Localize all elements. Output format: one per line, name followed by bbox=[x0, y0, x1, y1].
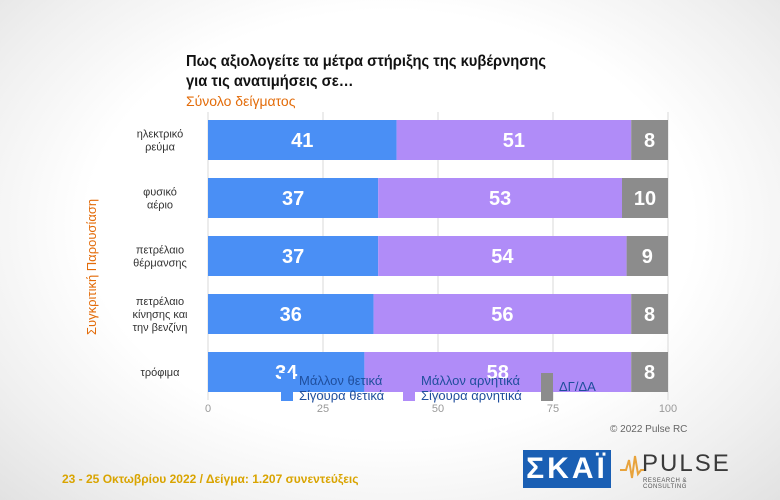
x-tick-label-25: 25 bbox=[317, 403, 329, 415]
category-label-4-line-0: τρόφιμα bbox=[141, 367, 181, 379]
category-label-1-line-1: αέριο bbox=[147, 200, 173, 212]
data-label-0-series-0: 41 bbox=[291, 130, 313, 152]
data-label-0-series-1: 51 bbox=[503, 130, 525, 152]
pulse-wave-icon bbox=[620, 455, 644, 479]
data-label-3-series-2: 8 bbox=[644, 304, 655, 326]
bar-2-series-1 bbox=[378, 236, 627, 276]
bar-0-series-0 bbox=[208, 120, 397, 160]
legend-swatch-dont-know bbox=[541, 373, 553, 401]
bar-4-series-2 bbox=[631, 352, 668, 392]
bar-3-series-1 bbox=[373, 294, 632, 334]
legend-negative-line2: Σίγουρα αρνητικά bbox=[421, 388, 522, 403]
data-label-1-series-0: 37 bbox=[282, 188, 304, 210]
legend-positive-line2: Σίγουρα θετικά bbox=[299, 388, 385, 403]
bar-1-series-1 bbox=[378, 178, 622, 218]
copyright: © 2022 Pulse RC bbox=[610, 424, 688, 435]
skai-logo: ΣΚΑΪ bbox=[523, 450, 611, 488]
legend-item-dont-know: ΔΓ/ΔΑ bbox=[541, 373, 596, 401]
bar-3-series-2 bbox=[631, 294, 668, 334]
pulse-logo-tag: RESEARCH & CONSULTING bbox=[643, 478, 688, 490]
chart-title: Πως αξιολογείτε τα μέτρα στήριξης της κυ… bbox=[186, 52, 609, 92]
bar-0-series-1 bbox=[396, 120, 632, 160]
legend-positive-line1: Μάλλον θετικά bbox=[299, 373, 383, 388]
bar-2-series-0 bbox=[208, 236, 379, 276]
data-label-2-series-1: 54 bbox=[491, 246, 514, 268]
data-label-4-series-1: 58 bbox=[487, 362, 509, 384]
category-label-3-line-1: κίνησης και bbox=[133, 309, 189, 321]
bar-1-series-0 bbox=[208, 178, 379, 218]
data-label-2-series-0: 37 bbox=[282, 246, 304, 268]
data-label-3-series-0: 36 bbox=[280, 304, 302, 326]
category-label-0-line-1: ρεύμα bbox=[145, 142, 176, 154]
data-label-0-series-2: 8 bbox=[644, 130, 655, 152]
category-label-1: φυσικό αέριο bbox=[143, 187, 177, 212]
data-label-2-series-2: 9 bbox=[642, 246, 653, 268]
chart-title-line2: για τις ανατιμήσεις σε… bbox=[186, 73, 354, 90]
pulse-logo-name: PULSE bbox=[642, 450, 731, 477]
legend: Μάλλον θετικά Σίγουρα θετικά Μάλλον αρνη… bbox=[0, 373, 780, 413]
legend-negative-line1: Μάλλον αρνητικά bbox=[421, 373, 521, 388]
legend-item-negative: Μάλλον αρνητικά Σίγουρα αρνητικά bbox=[403, 373, 522, 403]
x-tick-label-100: 100 bbox=[659, 403, 677, 415]
data-label-3-series-1: 56 bbox=[491, 304, 513, 326]
legend-item-positive: Μάλλον θετικά Σίγουρα θετικά bbox=[281, 373, 384, 403]
bar-3-series-0 bbox=[208, 294, 374, 334]
data-label-1-series-2: 10 bbox=[634, 188, 656, 210]
category-label-3-line-2: την βενζίνη bbox=[133, 322, 188, 334]
chart-subtitle: Σύνολο δείγματος bbox=[186, 93, 296, 109]
category-label-0: ηλεκτρικό ρεύμα bbox=[137, 129, 184, 154]
category-label-1-line-0: φυσικό bbox=[143, 187, 177, 199]
category-label-3: πετρέλαιο κίνησης και την βενζίνη bbox=[133, 296, 189, 334]
data-label-4-series-2: 8 bbox=[644, 362, 655, 384]
category-label-2: πετρέλαιο θέρμανσης bbox=[133, 245, 187, 270]
category-label-3-line-0: πετρέλαιο bbox=[136, 296, 184, 308]
category-label-0-line-0: ηλεκτρικό bbox=[137, 129, 184, 141]
legend-dont-know-label: ΔΓ/ΔΑ bbox=[559, 379, 596, 394]
category-label-2-line-1: θέρμανσης bbox=[133, 258, 187, 270]
legend-swatch-negative bbox=[403, 373, 415, 401]
category-label-2-line-0: πετρέλαιο bbox=[136, 245, 184, 257]
footer-survey-info: 23 - 25 Οκτωβρίου 2022 / Δείγμα: 1.207 σ… bbox=[62, 472, 359, 486]
x-tick-label-0: 0 bbox=[205, 403, 211, 415]
bars-layer bbox=[208, 120, 668, 392]
pulse-logo: PULSE RESEARCH & CONSULTING bbox=[620, 450, 729, 490]
ticks-layer: 0 25 50 75 100 bbox=[205, 403, 677, 415]
bar-1-series-2 bbox=[622, 178, 668, 218]
data-label-1-series-1: 53 bbox=[489, 188, 511, 210]
bar-0-series-2 bbox=[631, 120, 668, 160]
chart-title-line1: Πως αξιολογείτε τα μέτρα στήριξης της κυ… bbox=[186, 53, 546, 70]
x-tick-label-75: 75 bbox=[547, 403, 559, 415]
category-label-4: τρόφιμα bbox=[141, 367, 181, 379]
x-tick-label-50: 50 bbox=[432, 403, 444, 415]
legend-swatch-positive bbox=[281, 373, 293, 401]
bar-2-series-2 bbox=[626, 236, 668, 276]
